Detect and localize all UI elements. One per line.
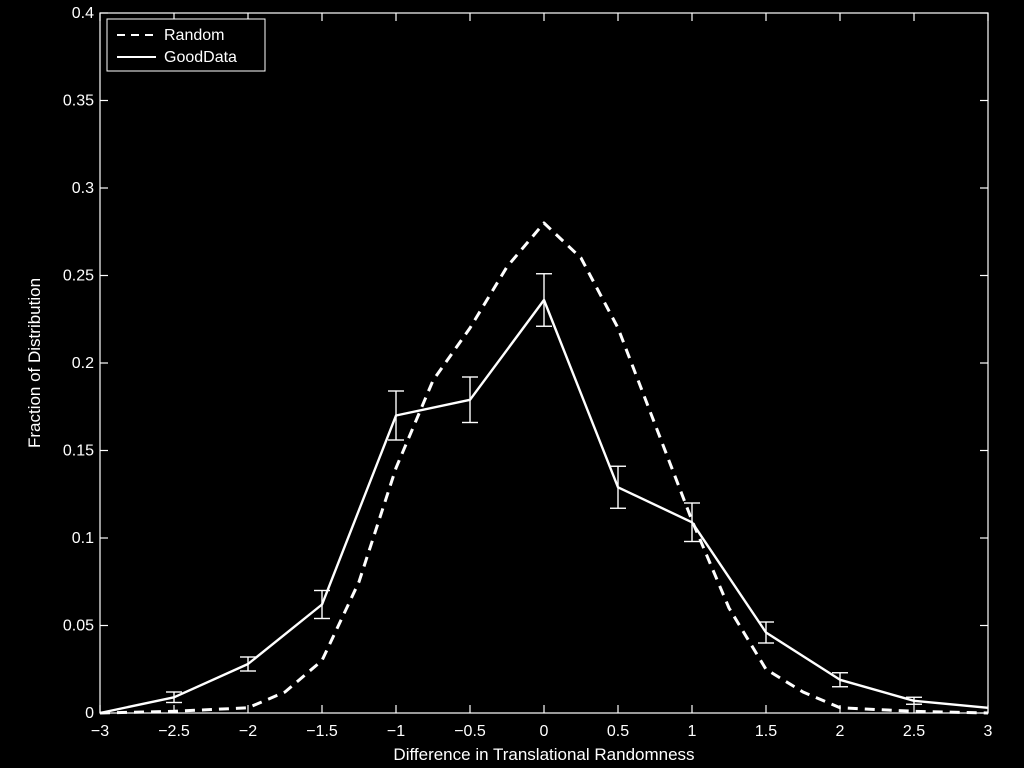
error-bar bbox=[314, 589, 330, 620]
error-bar bbox=[832, 672, 848, 688]
x-tick-label: 0 bbox=[540, 723, 549, 740]
x-tick-label: −1 bbox=[387, 723, 405, 740]
y-axis: 0 0.05 0.1 0.15 0.2 0.25 0.3 0.35 0.4 bbox=[63, 5, 988, 722]
error-bar bbox=[240, 656, 256, 672]
error-bar bbox=[906, 696, 922, 705]
y-tick-label: 0.1 bbox=[72, 530, 94, 547]
x-tick-label: −2.5 bbox=[158, 723, 190, 740]
x-axis: −3 −2.5 −2 −1.5 −1 −0.5 0 0.5 1 1.5 2 2.5 3 bbox=[91, 13, 993, 740]
y-tick-label: 0.2 bbox=[72, 355, 94, 372]
y-tick-label: 0.3 bbox=[72, 180, 94, 197]
x-tick-label: 1 bbox=[688, 723, 697, 740]
error-bar bbox=[388, 390, 404, 441]
error-bar bbox=[536, 273, 552, 327]
x-tick-label: 3 bbox=[984, 723, 993, 740]
error-bar bbox=[166, 691, 182, 704]
legend-box bbox=[106, 18, 266, 72]
x-tick-label: 2.5 bbox=[903, 723, 925, 740]
error-bar bbox=[758, 621, 774, 644]
x-tick-label: 1.5 bbox=[755, 723, 777, 740]
legend: Random GoodData bbox=[106, 18, 266, 72]
series-layer bbox=[99, 221, 989, 715]
y-tick-label: 0.15 bbox=[63, 443, 94, 460]
x-tick-label: −0.5 bbox=[454, 723, 486, 740]
x-tick-label: −3 bbox=[91, 723, 109, 740]
x-tick-label: 2 bbox=[836, 723, 845, 740]
x-axis-label: Difference in Translational Randomness bbox=[393, 745, 694, 764]
y-tick-label: 0.05 bbox=[63, 618, 94, 635]
error-bar bbox=[462, 376, 478, 424]
y-tick-label: 0.4 bbox=[72, 5, 94, 22]
y-axis-label: Fraction of Distribution bbox=[25, 278, 44, 448]
legend-label-random: Random bbox=[164, 27, 224, 44]
y-tick-label: 0.35 bbox=[63, 93, 94, 110]
y-tick-label: 0.25 bbox=[63, 268, 94, 285]
legend-label-gooddata: GoodData bbox=[164, 49, 237, 66]
x-tick-label: −2 bbox=[239, 723, 257, 740]
y-tick-label: 0 bbox=[85, 705, 94, 722]
error-bar bbox=[684, 502, 700, 543]
x-tick-label: −1.5 bbox=[306, 723, 338, 740]
error-bar bbox=[610, 465, 626, 509]
x-tick-label: 0.5 bbox=[607, 723, 629, 740]
series-line-random bbox=[99, 221, 989, 715]
